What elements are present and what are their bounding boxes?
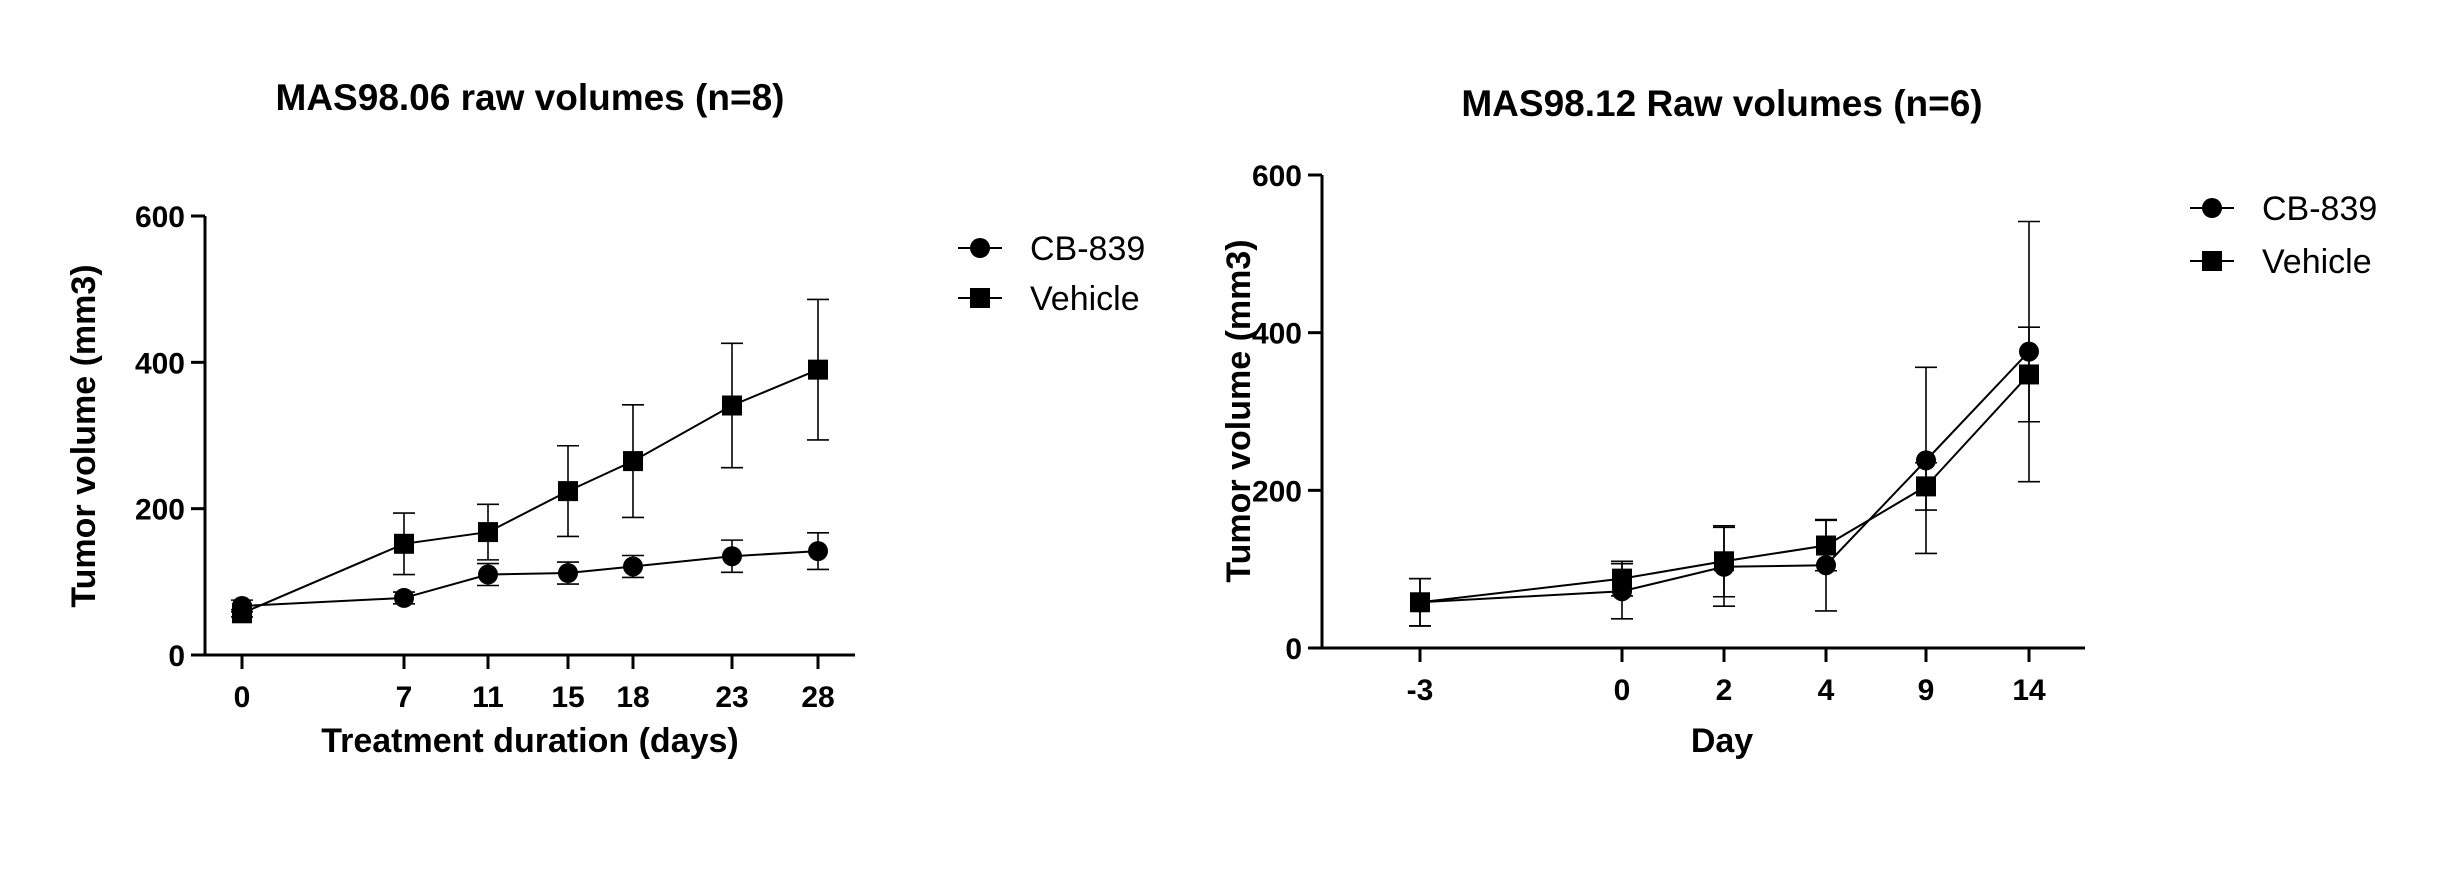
- circle-marker: [623, 556, 643, 577]
- legend-circle-marker: [970, 238, 990, 258]
- chart-2: MAS98.12 Raw volumes (n=6) 0 200 400 600 -3 0 2…: [1220, 83, 2377, 760]
- legend-square-marker: [970, 288, 990, 308]
- chart-title: MAS98.06 raw volumes (n=8): [276, 77, 785, 118]
- circle-marker: [394, 587, 414, 608]
- chart-1: MAS98.06 raw volumes (n=8) 0 200 400 600 0 7 11…: [65, 77, 1145, 760]
- legend-label: Vehicle: [1030, 280, 1140, 318]
- legend-label: CB-839: [2262, 190, 2377, 228]
- y-axis-label: Tumor volume (mm3): [65, 264, 103, 607]
- y-tick-label: 0: [168, 640, 185, 673]
- legend-label: Vehicle: [2262, 243, 2372, 281]
- series-cb-839: [231, 532, 829, 616]
- x-tick-label: 0: [234, 681, 251, 714]
- y-axis-label: Tumor volume (mm3): [1220, 239, 1258, 582]
- x-tick-label: -3: [1407, 674, 1434, 707]
- x-tick-label: 0: [1614, 674, 1631, 707]
- series-line: [1419, 350, 2030, 604]
- circle-marker: [558, 563, 578, 584]
- y-tick-label: 200: [135, 494, 185, 527]
- x-tick-label: 11: [472, 681, 504, 714]
- x-tick-label: 2: [1716, 674, 1733, 707]
- series-vehicle: [1409, 326, 2040, 627]
- x-tick-label: 18: [616, 681, 649, 714]
- x-tick-label: 14: [2012, 674, 2046, 707]
- circle-marker: [808, 541, 828, 562]
- square-marker: [1410, 592, 1430, 613]
- y-tick-label: 600: [1252, 160, 1302, 193]
- series-vehicle: [231, 298, 829, 624]
- x-axis-label: Treatment duration (days): [321, 722, 739, 760]
- legend-item: Vehicle: [958, 280, 1140, 318]
- chart-title: MAS98.12 Raw volumes (n=6): [1461, 83, 1982, 124]
- circle-marker: [478, 564, 498, 585]
- x-tick-label: 7: [396, 681, 413, 714]
- circle-marker: [722, 546, 742, 567]
- square-marker: [1612, 568, 1632, 589]
- legend-square-marker: [2202, 251, 2222, 271]
- square-marker: [394, 533, 414, 554]
- square-marker: [1816, 535, 1836, 556]
- y-tick-label: 400: [135, 347, 185, 380]
- square-marker: [232, 603, 252, 624]
- square-marker: [558, 481, 578, 502]
- square-marker: [722, 395, 742, 416]
- legend-circle-marker: [2202, 198, 2222, 218]
- square-marker: [1714, 551, 1734, 572]
- legend-item: Vehicle: [2190, 243, 2372, 281]
- y-tick-label: 400: [1252, 318, 1302, 351]
- x-tick-label: 9: [1918, 674, 1935, 707]
- legend-item: CB-839: [958, 230, 1145, 268]
- square-marker: [478, 522, 498, 543]
- y-tick-label: 0: [1285, 633, 1302, 666]
- legend-item: CB-839: [2190, 190, 2377, 228]
- x-tick-label: 15: [551, 681, 584, 714]
- series-line: [1419, 373, 2030, 604]
- x-axis-label: Day: [1691, 722, 1753, 760]
- x-tick-label: 4: [1818, 674, 1835, 707]
- x-tick-label: 23: [715, 681, 748, 714]
- square-marker: [2019, 364, 2039, 385]
- y-tick-label: 200: [1252, 475, 1302, 508]
- circle-marker: [1916, 450, 1936, 471]
- square-marker: [1916, 476, 1936, 497]
- square-marker: [623, 451, 643, 472]
- square-marker: [808, 359, 828, 380]
- legend-label: CB-839: [1030, 230, 1145, 268]
- x-tick-label: 28: [801, 681, 834, 714]
- y-tick-label: 600: [135, 201, 185, 234]
